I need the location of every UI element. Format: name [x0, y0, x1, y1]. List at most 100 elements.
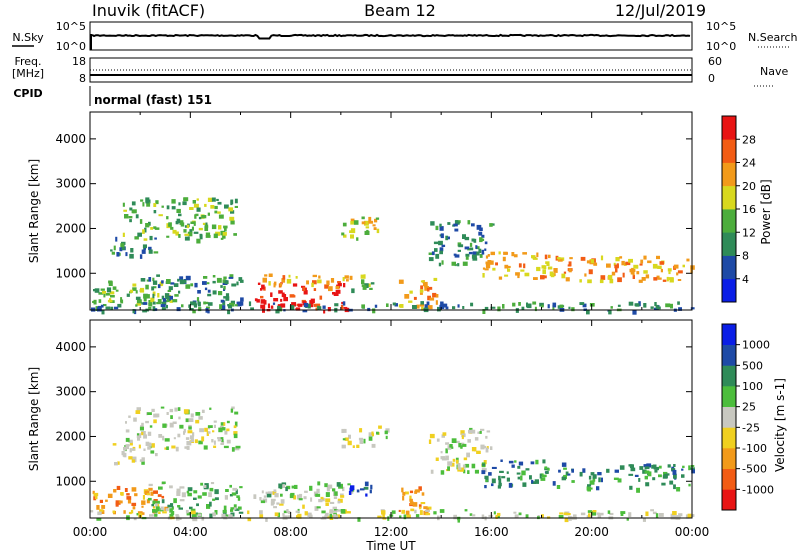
echo-cell-11	[643, 255, 647, 260]
echo-cell-0	[233, 233, 237, 236]
echo-cell-10	[506, 477, 510, 482]
echo-cell-0	[213, 445, 217, 448]
echo-cell-12	[563, 512, 568, 515]
echo-cell-4	[316, 506, 321, 509]
echo-cell-1	[111, 251, 115, 255]
echo-cell-11	[669, 480, 674, 485]
echo-cell-12	[158, 511, 161, 514]
echo-cell-1	[132, 456, 137, 461]
echo-cell-0	[128, 439, 133, 443]
echo-cell-4	[262, 308, 265, 313]
echo-cell-12	[198, 307, 202, 312]
echo-cell-6	[356, 237, 359, 241]
colorbar-tick-label: 28	[742, 133, 756, 146]
echo-cell-9	[462, 443, 467, 447]
echo-cell-4	[274, 493, 279, 498]
echo-cell-11	[648, 471, 652, 477]
echo-cell-5	[286, 485, 291, 490]
echo-cell-12	[610, 306, 613, 309]
echo-cell-0	[166, 235, 170, 238]
echo-cell-10	[565, 471, 569, 476]
echo-cell-7	[360, 274, 364, 279]
echo-cell-10	[498, 276, 503, 280]
echo-cell-0	[207, 197, 213, 202]
echo-cell-0	[226, 420, 230, 424]
echo-cell-2	[173, 283, 179, 287]
echo-cell-8	[398, 279, 404, 284]
echo-cell-6	[368, 216, 372, 222]
echo-cell-12	[439, 304, 445, 309]
echo-cell-4	[321, 510, 326, 514]
echo-cell-0	[226, 428, 230, 432]
echo-cell-11	[615, 268, 618, 273]
echo-cell-4	[256, 299, 260, 303]
echo-cell-10	[542, 269, 546, 275]
echo-cell-0	[145, 223, 150, 228]
echo-cell-10	[542, 459, 546, 464]
echo-cell-4	[343, 283, 346, 288]
echo-cell-11	[629, 485, 633, 490]
echo-cell-12	[596, 512, 600, 515]
echo-cell-4	[270, 292, 273, 297]
echo-cell-2	[134, 493, 138, 497]
echo-cell-0	[137, 232, 142, 237]
echo-cell-9	[473, 238, 477, 243]
echo-cell-10	[514, 460, 517, 463]
echo-cell-11	[584, 273, 587, 277]
echo-cell-4	[333, 496, 338, 499]
echo-cell-3	[239, 279, 244, 283]
echo-cell-11	[673, 264, 679, 269]
echo-cell-0	[189, 229, 193, 234]
echo-cell-3	[224, 495, 228, 500]
echo-cell-8	[402, 491, 406, 496]
echo-cell-12	[598, 512, 604, 516]
echo-cell-0	[213, 440, 216, 445]
echo-cell-12	[247, 517, 252, 522]
echo-cell-6	[348, 434, 351, 439]
echo-cell-10	[485, 479, 488, 482]
echo-cell-3	[196, 297, 200, 302]
echo-cell-12	[228, 514, 233, 519]
echo-cell-4	[313, 288, 317, 291]
echo-cell-12	[304, 511, 308, 516]
echo-cell-10	[553, 268, 558, 273]
echo-cell-3	[147, 497, 152, 501]
echo-cell-0	[172, 421, 177, 424]
echo-cell-4	[340, 304, 344, 310]
echo-cell-0	[190, 438, 194, 443]
echo-cell-0	[132, 209, 137, 214]
echo-cell-1	[153, 251, 159, 254]
echo-cell-8	[433, 277, 438, 281]
echo-cell-4	[320, 496, 324, 500]
echo-cell-3	[181, 304, 184, 308]
echo-cell-0	[229, 216, 235, 221]
echo-cell-0	[180, 222, 185, 227]
echo-cell-9	[469, 242, 473, 247]
echo-cell-11	[621, 260, 625, 266]
echo-cell-5	[332, 488, 336, 492]
echo-cell-4	[297, 494, 301, 500]
echo-cell-1	[138, 444, 141, 449]
echo-cell-0	[195, 419, 200, 424]
echo-cell-9	[476, 224, 482, 230]
echo-cell-10	[523, 263, 526, 269]
echo-cell-2	[98, 299, 102, 303]
echo-cell-2	[159, 282, 163, 287]
echo-cell-1	[117, 461, 120, 465]
echo-cell-12	[248, 301, 252, 307]
echo-cell-0	[204, 203, 207, 207]
echo-cell-12	[559, 304, 564, 309]
echo-cell-11	[600, 275, 606, 280]
echo-cell-9	[462, 234, 466, 239]
echo-cell-0	[164, 438, 170, 442]
echo-cell-4	[295, 308, 300, 311]
echo-cell-0	[183, 431, 186, 435]
echo-cell-11	[615, 257, 620, 262]
echo-cell-10	[549, 271, 554, 277]
echo-cell-12	[333, 513, 337, 519]
echo-cell-2	[110, 295, 115, 298]
echo-cell-12	[642, 517, 646, 522]
echo-cell-1	[155, 453, 158, 457]
echo-cell-12	[374, 304, 378, 308]
echo-cell-6	[352, 445, 355, 448]
